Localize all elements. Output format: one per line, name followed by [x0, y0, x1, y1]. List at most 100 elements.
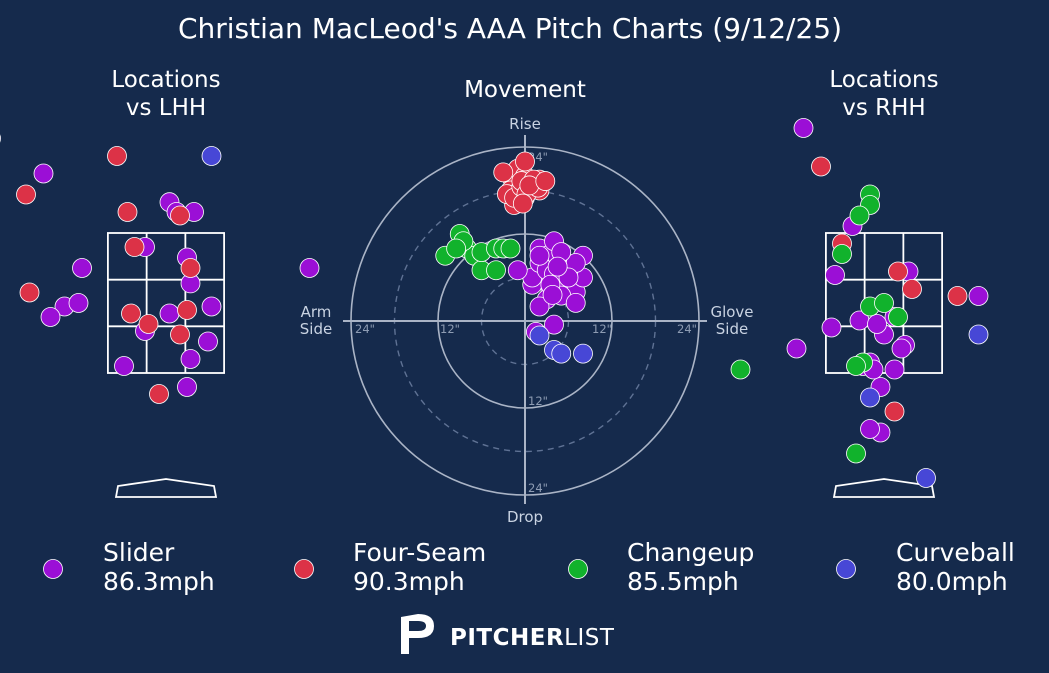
rhh-pitch-points: [730, 118, 989, 488]
movement-point-changeup: [500, 238, 521, 259]
movement-point-curveball: [573, 343, 593, 364]
movement-rise-label: Rise: [509, 115, 541, 133]
pitch-point-changeup: [846, 356, 866, 376]
movement-ring-label: 12": [592, 322, 612, 336]
pitch-point-four-seam: [117, 202, 138, 222]
legend-pitch-velocity: 85.5mph: [627, 567, 739, 596]
brand-bold-text: PITCHER: [450, 625, 564, 651]
lhh-panel-title: Locations vs LHH: [111, 67, 220, 121]
pitch-point-slider: [860, 419, 880, 439]
legend-marker-curveball: [836, 559, 856, 579]
movement-point-slider: [529, 245, 550, 266]
pitch-point-four-seam: [811, 156, 831, 177]
pitch-point-slider: [821, 317, 842, 338]
pitch-point-slider: [884, 359, 905, 380]
pitch-point-changeup: [832, 244, 852, 264]
movement-point-slider: [542, 284, 563, 305]
pitch-point-four-seam: [138, 314, 159, 334]
legend-pitch-name: Slider: [103, 538, 175, 567]
pitch-point-four-seam: [170, 205, 190, 226]
pitch-point-slider: [891, 338, 912, 359]
chart-title: Christian MacLeod's AAA Pitch Charts (9/…: [178, 12, 842, 45]
pitch-point-slider: [40, 307, 61, 327]
locations-vs-lhh-panel: Locations vs LHH: [0, 67, 320, 498]
pitch-point-slider: [825, 265, 845, 285]
pitch-point-four-seam: [16, 184, 36, 205]
movement-point-slider: [547, 256, 568, 277]
movement-point-four-seam: [493, 162, 514, 183]
pitch-point-four-seam: [180, 258, 201, 278]
pitch-point-changeup: [874, 293, 894, 313]
movement-point-slider: [507, 260, 528, 281]
movement-point-changeup: [486, 260, 506, 281]
pitch-point-four-seam: [888, 261, 908, 282]
pitch-point-slider: [299, 258, 320, 278]
legend-marker-four-seam: [294, 559, 314, 579]
movement-drop-label: Drop: [507, 508, 543, 526]
movement-ring-label: 24": [528, 481, 548, 495]
pitch-point-four-seam: [884, 401, 905, 422]
pitch-point-slider: [159, 303, 180, 324]
movement-ring-label: 24": [355, 322, 375, 336]
pitch-point-four-seam: [177, 300, 197, 320]
pitch-point-changeup: [846, 443, 866, 464]
movement-point-curveball: [529, 325, 550, 346]
movement-panel-title: Movement: [464, 77, 586, 103]
pitch-point-curveball: [860, 387, 880, 408]
pitch-point-slider: [786, 338, 807, 359]
pitch-point-slider: [198, 331, 218, 352]
legend-pitch-name: Curveball: [896, 538, 1015, 567]
pitch-point-four-seam: [902, 279, 922, 299]
rhh-panel-title: Locations vs RHH: [829, 67, 938, 121]
brand-light-text: LIST: [564, 625, 615, 651]
pitch-point-curveball: [201, 146, 222, 166]
legend-pitch-velocity: 86.3mph: [103, 567, 215, 596]
movement-pitch-points: [435, 151, 593, 364]
movement-ring-label: 12": [440, 322, 460, 336]
legend-marker-changeup: [568, 559, 588, 579]
pitch-point-curveball: [916, 468, 936, 488]
locations-vs-rhh-panel: Locations vs RHH: [730, 67, 989, 498]
legend-pitch-velocity: 90.3mph: [353, 567, 465, 596]
pitcherlist-logo-icon: [401, 614, 434, 654]
svg-text:PITCHERLIST: PITCHERLIST: [450, 625, 615, 651]
pitch-point-slider: [177, 377, 197, 397]
pitch-point-four-seam: [149, 384, 169, 404]
pitch-point-four-seam: [124, 237, 145, 257]
pitch-point-four-seam: [107, 146, 127, 166]
legend-pitch-velocity: 80.0mph: [896, 567, 1008, 596]
movement-arm-side-label: Arm Side: [300, 303, 332, 338]
pitch-point-four-seam: [170, 324, 190, 345]
pitch-point-slider: [201, 296, 222, 317]
pitch-point-four-seam: [121, 303, 141, 324]
rhh-home-plate: [832, 478, 936, 498]
movement-ring-label: 24": [677, 322, 697, 336]
pitch-point-slider: [68, 293, 89, 313]
movement-point-four-seam: [512, 193, 533, 214]
movement-point-curveball: [551, 343, 572, 364]
movement-point-slider: [529, 296, 550, 317]
pitch-point-curveball: [968, 324, 989, 345]
lhh-strike-zone: [107, 232, 225, 374]
movement-ring-label: 12": [528, 394, 548, 408]
pitch-point-changeup: [730, 359, 751, 380]
pitch-point-slider: [180, 349, 201, 369]
movement-point-four-seam: [515, 151, 535, 172]
pitch-point-slider: [968, 286, 989, 306]
pitch-point-slider: [72, 258, 92, 278]
movement-panel: Movement 24"24"12"24" 12" 12" 24" Rise Drop…: [300, 77, 754, 526]
legend-marker-slider: [43, 559, 63, 579]
brand: PITCHERLIST: [401, 614, 615, 654]
movement-point-slider: [544, 314, 564, 335]
movement-point-changeup: [446, 238, 467, 259]
pitch-point-slider: [114, 356, 134, 376]
pitch-point-changeup: [888, 307, 908, 327]
pitch-point-slider: [793, 118, 814, 138]
movement-glove-side-label: Glove Side: [710, 303, 753, 338]
lhh-home-plate: [114, 478, 218, 498]
movement-grid: 24"24"12"24" 12" 12" 24": [343, 135, 707, 504]
pitch-point-slider: [867, 314, 887, 334]
pitch-point-slider: [0, 134, 1, 143]
